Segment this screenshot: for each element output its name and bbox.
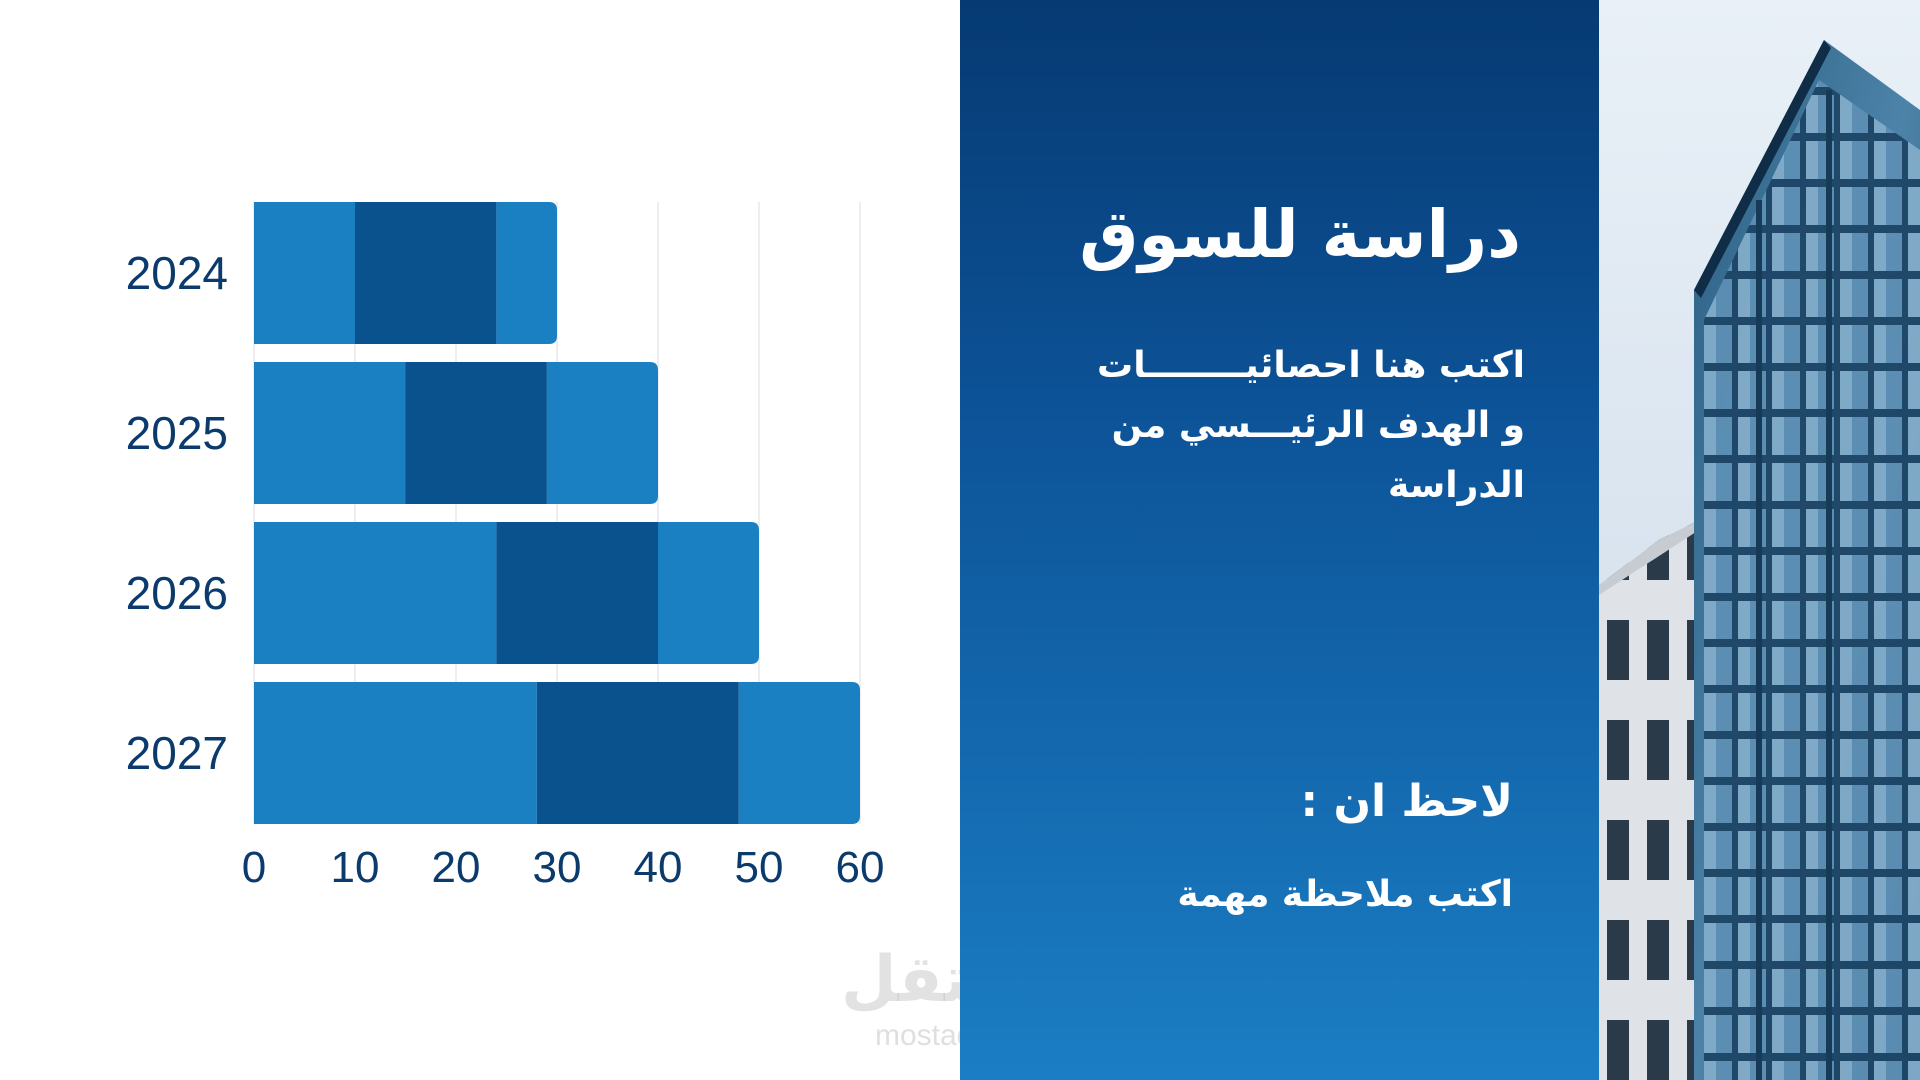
bar-segment: [496, 202, 557, 344]
description-line: الدراسة: [1388, 465, 1525, 506]
bar-segment: [355, 202, 497, 344]
description-line: اكتب هنا احصائيــــــــات: [1097, 345, 1525, 386]
x-tick-label: 60: [836, 843, 885, 892]
bar-segment: [254, 522, 497, 664]
note-title: لاحظ ان :: [1300, 776, 1513, 827]
chart-area: 2024 2025 2026 2027 0 10 20 30 40 50 60: [125, 202, 885, 892]
category-label: 2025: [126, 407, 228, 459]
bar-segment: [254, 682, 537, 824]
x-tick-label: 40: [634, 843, 683, 892]
bar-segment: [254, 362, 406, 504]
description: اكتب هنا احصائيــــــــات و الهدف الرئيـ…: [1005, 336, 1525, 516]
x-tick-label: 50: [735, 843, 784, 892]
x-tick-label: 0: [242, 843, 266, 892]
bar-segment: [254, 202, 355, 344]
category-label: 2026: [126, 567, 228, 619]
page-title: دراسة للسوق: [1079, 196, 1521, 273]
bar-segment: [658, 522, 759, 664]
category-label: 2027: [126, 727, 228, 779]
x-tick-label: 30: [533, 843, 582, 892]
x-tick-label: 10: [331, 843, 380, 892]
building-photo: [1599, 0, 1920, 1080]
description-line: و الهدف الرئيـــسي من: [1111, 405, 1525, 446]
stacked-bar-chart: 2024 2025 2026 2027 0 10 20 30 40 50 60: [126, 202, 885, 892]
category-label: 2024: [126, 247, 228, 299]
building-photo-icon: [1599, 0, 1920, 1080]
bar-segment: [546, 362, 658, 504]
note-text: اكتب ملاحظة مهمة: [1177, 874, 1513, 915]
bar-segment: [405, 362, 547, 504]
bar-segment: [536, 682, 739, 824]
x-tick-label: 20: [432, 843, 481, 892]
bar-segment: [496, 522, 658, 664]
info-panel: دراسة للسوق اكتب هنا احصائيــــــــات و …: [960, 0, 1599, 1080]
bar-segment: [738, 682, 860, 824]
